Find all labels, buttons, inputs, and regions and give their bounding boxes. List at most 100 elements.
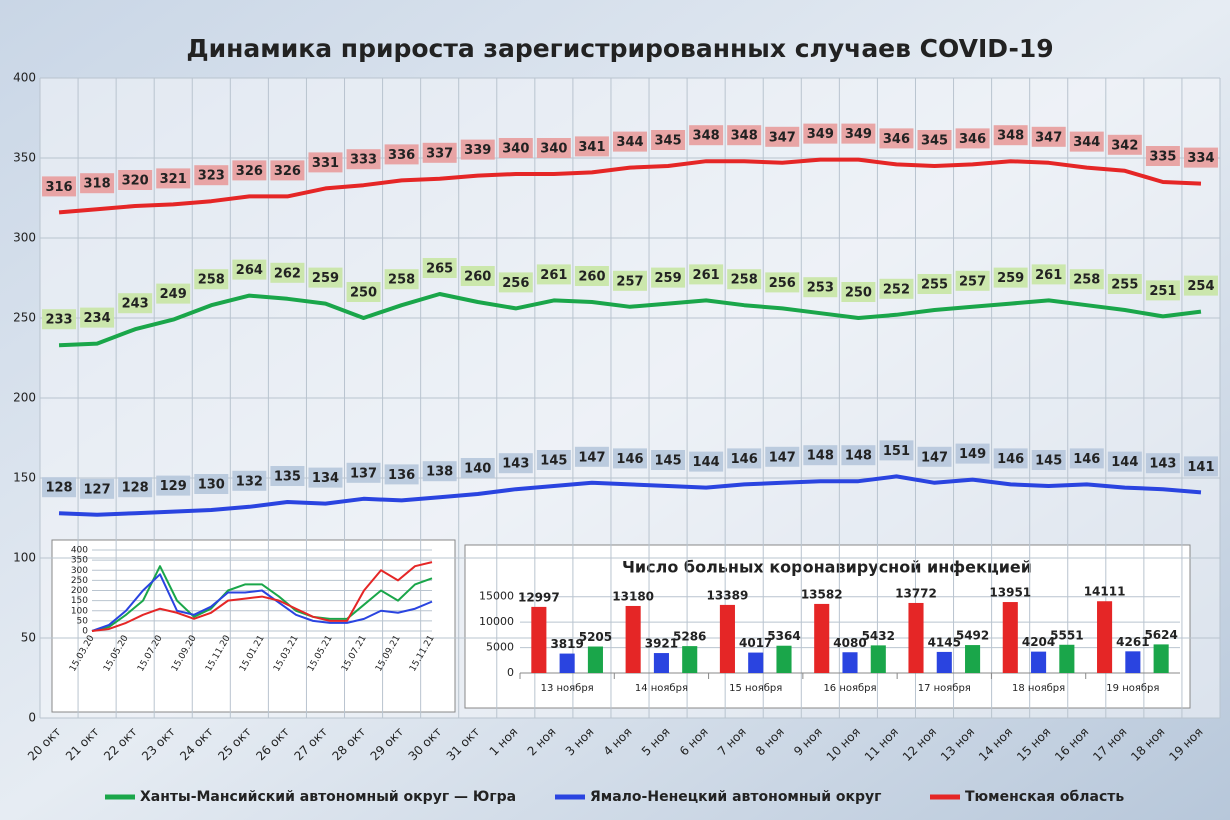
series-line [58, 157, 1202, 215]
data-label: 256 [769, 276, 796, 291]
label-bg [1069, 131, 1104, 152]
label-bg [156, 283, 191, 304]
label-bg [194, 474, 229, 494]
label-bg [613, 270, 647, 291]
label-bg [917, 446, 952, 467]
bar [1153, 644, 1169, 673]
label-bg [498, 272, 533, 293]
y-tick-label: 0 [82, 627, 88, 637]
data-label: 251 [1149, 284, 1176, 299]
label-bg [993, 125, 1028, 146]
inset-panel [51, 539, 456, 713]
data-label: 138 [426, 465, 453, 480]
bar [587, 646, 603, 673]
data-label: 149 [959, 447, 986, 462]
label-bg [1107, 451, 1142, 472]
data-label: 146 [1073, 452, 1100, 467]
label-bg [955, 443, 990, 464]
data-label: 344 [1073, 135, 1100, 150]
label-bg [422, 258, 457, 278]
label-bg [727, 125, 762, 146]
bar [870, 645, 886, 673]
label-bg [384, 144, 419, 165]
data-label: 323 [198, 169, 225, 184]
label-bg [879, 440, 914, 461]
bar [653, 653, 669, 673]
label-bg [460, 266, 495, 286]
data-label: 143 [502, 457, 529, 472]
label-bg [498, 138, 533, 158]
series-line [58, 292, 1202, 348]
bar [1125, 651, 1141, 673]
data-label: 233 [45, 313, 72, 328]
x-tick-label: 13 ноября [541, 683, 594, 694]
data-label: 348 [997, 129, 1024, 144]
x-tick-label: 17 ноября [918, 683, 971, 694]
label-bg [460, 139, 495, 160]
data-label: 134 [312, 471, 339, 486]
data-label: 334 [1187, 151, 1214, 166]
y-tick-label: 50 [77, 616, 89, 626]
data-label: 254 [1187, 279, 1214, 294]
data-label: 259 [997, 271, 1024, 286]
x-tick-label: 19 ноября [1106, 683, 1159, 694]
bar [748, 652, 764, 673]
bar [531, 606, 547, 673]
legend-label: Ханты-Мансийский автономный округ — Югра [140, 789, 516, 805]
bar [908, 602, 924, 673]
bar [719, 604, 735, 673]
data-label: 243 [122, 297, 149, 312]
data-label: 345 [654, 134, 681, 149]
data-label: 143 [1149, 457, 1176, 472]
data-label: 136 [388, 468, 415, 483]
data-label: 140 [464, 462, 491, 477]
data-label: 265 [426, 262, 453, 277]
data-label: 145 [654, 454, 681, 469]
label-bg [346, 282, 381, 302]
data-label: 5551 [1050, 628, 1083, 642]
label-bg [765, 272, 800, 293]
bar [1031, 651, 1047, 673]
label-bg [1031, 450, 1066, 470]
data-label: 258 [388, 273, 415, 288]
series-line [91, 565, 433, 632]
data-label: 336 [388, 148, 415, 163]
data-label: 340 [502, 142, 529, 157]
label-bg [1107, 134, 1142, 155]
data-label: 259 [312, 271, 339, 286]
data-label: 347 [1035, 130, 1062, 145]
data-label: 147 [769, 450, 796, 465]
data-label: 145 [1035, 454, 1062, 469]
label-bg [803, 277, 838, 298]
data-label: 234 [84, 311, 111, 326]
data-label: 335 [1149, 150, 1176, 165]
label-bg [689, 264, 724, 285]
label-bg [270, 466, 305, 486]
label-bg [308, 267, 343, 288]
y-tick-label: 150 [71, 596, 88, 606]
data-label: 333 [350, 153, 377, 168]
label-bg [879, 278, 914, 299]
bar [625, 605, 641, 673]
label-bg [727, 448, 762, 469]
legend-label: Тюменская область [965, 789, 1124, 805]
y-tick-label: 50 [21, 631, 36, 645]
data-label: 4080 [833, 636, 866, 650]
data-label: 135 [274, 470, 301, 485]
data-label: 146 [731, 452, 758, 467]
y-tick-label: 350 [71, 556, 88, 566]
data-label: 337 [426, 146, 453, 161]
data-label: 5492 [956, 629, 989, 643]
label-bg [727, 269, 762, 290]
label-bg [42, 176, 77, 197]
y-tick-label: 150 [13, 471, 36, 485]
x-tick-label: 18 ноября [1012, 683, 1065, 694]
label-bg [651, 450, 686, 470]
label-bg [689, 451, 724, 472]
label-bg [1069, 269, 1104, 290]
label-bg [460, 458, 495, 478]
label-bg [917, 274, 952, 294]
y-tick-label: 300 [13, 231, 36, 245]
bar [965, 645, 981, 673]
